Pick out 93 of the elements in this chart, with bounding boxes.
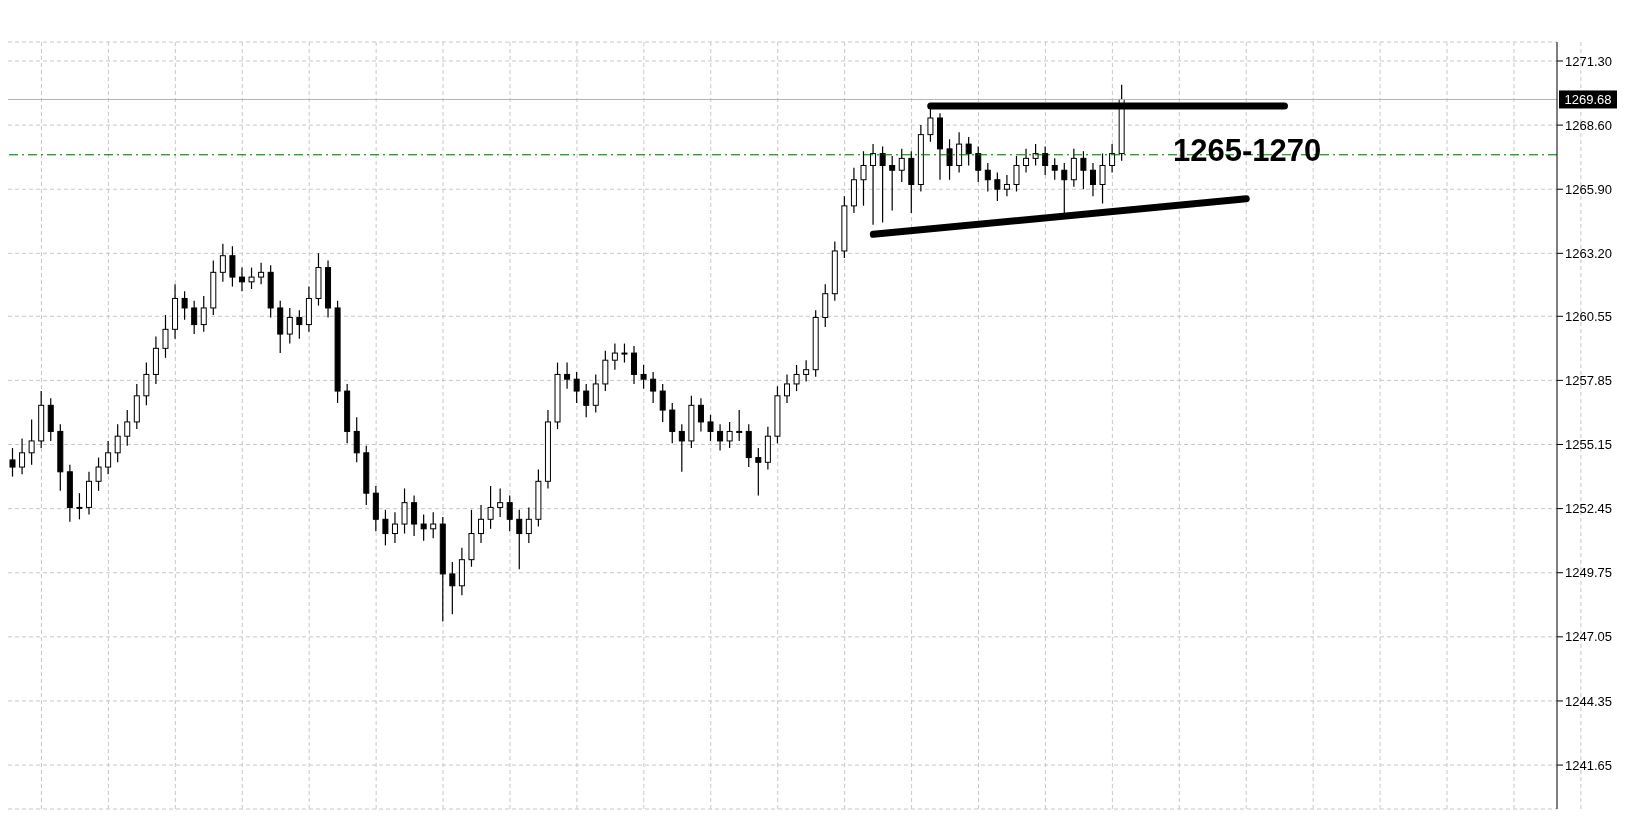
candlestick (803, 359, 810, 383)
y-tick-label: 1263.20 (1565, 245, 1612, 261)
candlestick (879, 145, 886, 224)
candlestick (248, 266, 255, 290)
candlestick (984, 162, 991, 193)
y-tick-label: 1260.55 (1565, 308, 1612, 324)
y-tick-label: 1244.35 (1565, 693, 1612, 709)
candlestick (822, 283, 829, 328)
candlestick (1003, 174, 1010, 197)
candlestick (420, 513, 427, 542)
candlestick (219, 243, 226, 283)
candlestick (669, 402, 676, 444)
candlestick (965, 136, 972, 167)
candlestick (1099, 153, 1106, 205)
candlestick (755, 447, 762, 497)
candlestick (870, 143, 877, 226)
candlestick (592, 373, 599, 414)
candlestick (296, 309, 303, 340)
candlestick (497, 487, 504, 518)
candlestick (631, 345, 638, 385)
candlestick (975, 145, 982, 183)
candlestick (162, 314, 169, 359)
candlestick (956, 131, 963, 174)
candlestick (181, 290, 188, 321)
y-tick-label: 1265.90 (1565, 181, 1612, 197)
y-tick-label: 1241.65 (1565, 757, 1612, 773)
candlestick (382, 509, 389, 547)
candlestick (1051, 157, 1058, 181)
candlestick (76, 492, 83, 520)
candlestick (621, 342, 628, 364)
candlestick (717, 423, 724, 452)
candlestick (1042, 145, 1049, 176)
candlestick (659, 383, 666, 423)
candlestick (860, 150, 867, 207)
candlestick (640, 364, 647, 390)
candlestick (697, 397, 704, 433)
candlestick (200, 295, 207, 333)
candlestick (238, 266, 245, 292)
candlestick (602, 350, 609, 392)
candlestick (229, 245, 236, 288)
candlestick (573, 371, 580, 404)
candlestick (1032, 143, 1039, 167)
candlestick (1089, 162, 1096, 197)
candlestick (487, 485, 494, 530)
y-tick-label: 1252.45 (1565, 501, 1612, 517)
y-tick-label: 1268.60 (1565, 117, 1612, 133)
candlestick (994, 172, 1001, 202)
y-tick-label: 1255.15 (1565, 437, 1612, 453)
candlestick (401, 487, 408, 535)
candlestick (784, 373, 790, 404)
candlestick (353, 416, 360, 463)
candlestick (946, 138, 953, 181)
candlestick (1013, 155, 1020, 193)
annotation: 1265-1270 (1173, 133, 1322, 169)
candlestick (9, 447, 16, 478)
candlestick (143, 361, 150, 406)
candlestick (258, 262, 265, 285)
candlestick (478, 504, 485, 544)
candlestick (564, 361, 571, 390)
candlestick (678, 423, 685, 473)
candlestick (898, 148, 905, 183)
y-tick-label: 1271.30 (1565, 53, 1612, 69)
candlestick (105, 440, 112, 475)
candlestick (793, 364, 800, 392)
candlestick (19, 437, 26, 475)
y-tick-label: 1247.05 (1565, 629, 1612, 645)
candlestick (611, 342, 618, 371)
candlestick (736, 409, 743, 442)
candlestick (286, 307, 293, 345)
candlestick (583, 383, 590, 418)
candlestick (391, 511, 398, 544)
y-tick-label: 1249.75 (1565, 565, 1612, 581)
candlestick (430, 511, 437, 539)
candlestick (95, 456, 102, 492)
candlestick (650, 371, 657, 404)
candlestick (449, 561, 456, 615)
candlestick (124, 409, 131, 447)
candlestick (726, 421, 733, 449)
candlestick (516, 509, 523, 570)
candlestick (707, 414, 714, 442)
candlestick (889, 155, 896, 212)
candlestick (1109, 143, 1116, 174)
candlestick (1080, 150, 1087, 190)
candlestick (506, 494, 513, 532)
ref-line-label: 1269.68 (1564, 91, 1612, 107)
candlestick (28, 418, 35, 466)
y-tick-label: 1257.85 (1565, 373, 1612, 388)
candlestick (525, 506, 532, 544)
candlestick (411, 494, 418, 537)
candlestick (191, 300, 198, 335)
candlestick (1023, 148, 1030, 174)
candlestick (1070, 148, 1077, 188)
candlestick (114, 423, 121, 463)
